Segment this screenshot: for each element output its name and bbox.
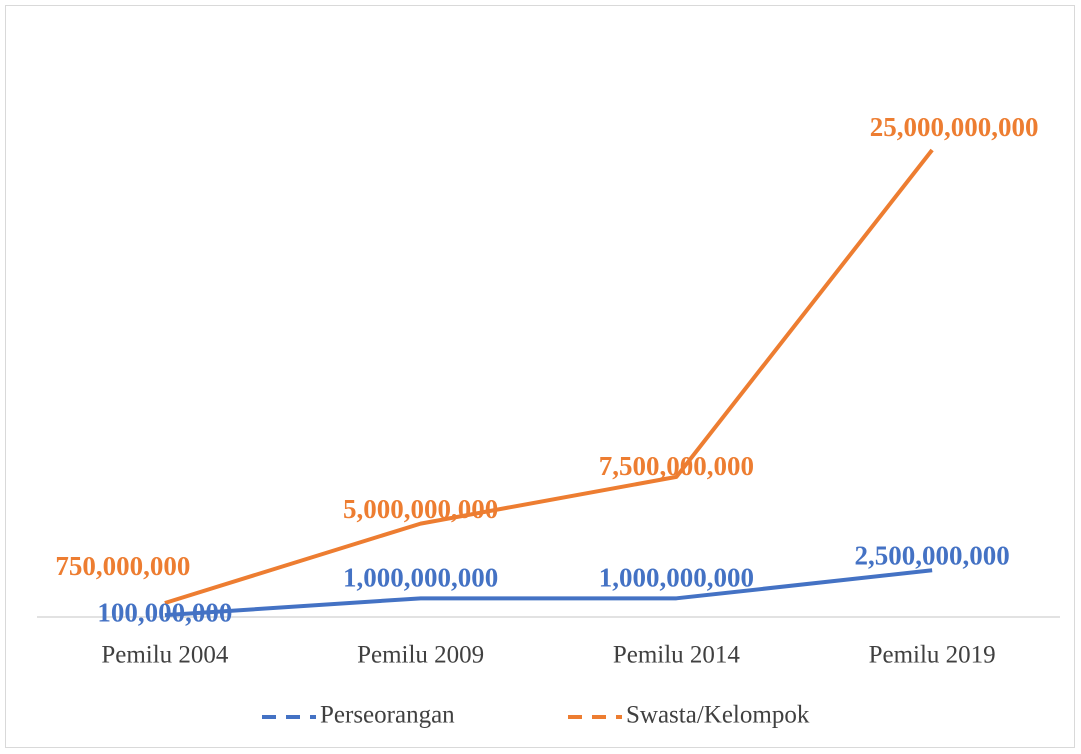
- series-line: [164, 148, 934, 605]
- x-tick-label: Pemilu 2014: [613, 642, 741, 669]
- chart-border: [5, 5, 1075, 748]
- data-label: 7,500,000,000: [599, 451, 754, 481]
- data-label: 5,000,000,000: [343, 494, 498, 524]
- data-label: 750,000,000: [55, 551, 190, 581]
- data-label: 2,500,000,000: [855, 541, 1010, 571]
- data-label: 1,000,000,000: [599, 563, 754, 593]
- x-tick-label: Pemilu 2009: [357, 642, 484, 669]
- legend-label: Swasta/Kelompok: [626, 702, 810, 729]
- legend-label: Perseorangan: [320, 702, 455, 729]
- x-tick-label: Pemilu 2019: [869, 642, 996, 669]
- data-label: 25,000,000,000: [870, 112, 1039, 142]
- x-tick-label: Pemilu 2004: [101, 642, 229, 669]
- data-label: 100,000,000: [97, 597, 232, 627]
- series-line: [164, 568, 933, 618]
- data-label: 1,000,000,000: [343, 563, 498, 593]
